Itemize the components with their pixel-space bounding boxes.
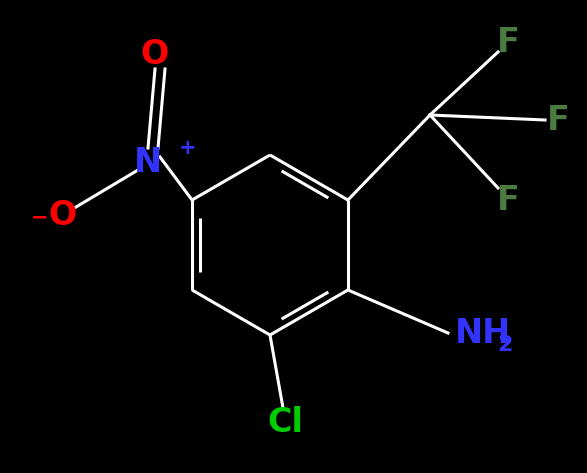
Text: NH: NH — [455, 316, 511, 350]
Text: −: − — [31, 208, 49, 228]
Text: F: F — [546, 104, 569, 137]
Text: O: O — [48, 199, 76, 231]
Text: O: O — [141, 38, 169, 71]
Text: F: F — [497, 26, 519, 60]
Text: N: N — [134, 146, 162, 178]
Text: Cl: Cl — [267, 405, 303, 438]
Text: F: F — [497, 184, 519, 217]
Text: +: + — [179, 138, 197, 158]
Text: 2: 2 — [497, 335, 512, 355]
